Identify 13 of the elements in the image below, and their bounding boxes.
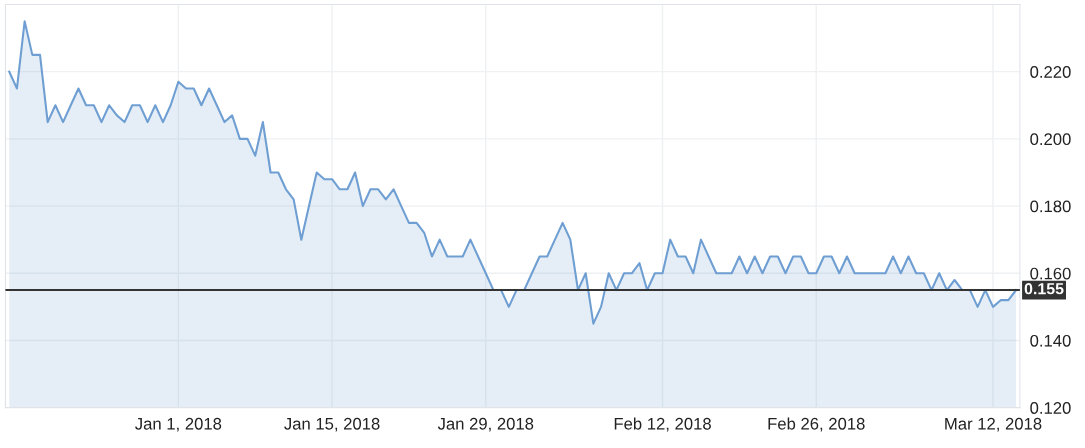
y-tick-label: 0.160 (1030, 267, 1071, 280)
y-tick-label: 0.120 (1030, 402, 1071, 414)
y-tick-label: 0.220 (1030, 66, 1071, 78)
x-tick-label: Jan 1, 2018 (135, 417, 222, 432)
x-tick-label: Feb 12, 2018 (614, 417, 711, 432)
x-tick-label: Mar 12, 2018 (945, 417, 1042, 432)
x-tick-label: Jan 29, 2018 (437, 417, 534, 432)
x-tick-label: Feb 26, 2018 (768, 417, 865, 432)
ref-line-label: 0.155 (1024, 283, 1064, 295)
x-tick-label: Jan 15, 2018 (284, 417, 380, 432)
y-tick-label: 0.180 (1030, 200, 1071, 213)
y-tick-label: 0.200 (1030, 133, 1071, 146)
y-tick-label: 0.140 (1030, 334, 1071, 347)
